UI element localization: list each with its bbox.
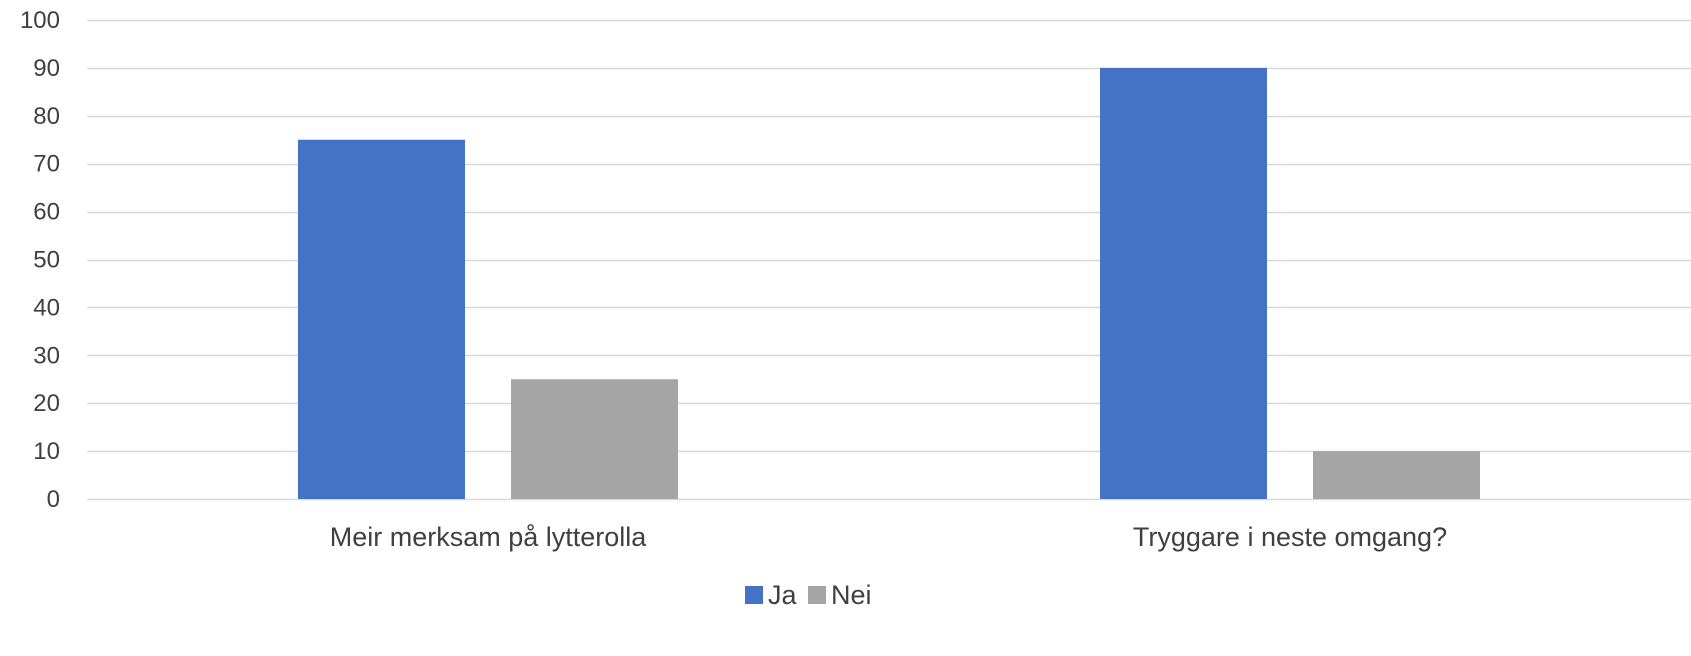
x-category-label: Tryggare i neste omgang?: [1133, 522, 1447, 552]
y-tick-label: 100: [20, 7, 60, 34]
legend-item-nei: Nei: [808, 580, 872, 610]
legend-label: Ja: [768, 580, 798, 610]
y-tick-label: 80: [33, 103, 60, 130]
y-tick-label: 60: [33, 199, 60, 226]
legend-item-ja: Ja: [745, 580, 798, 610]
bar-nei-2: [1313, 451, 1480, 499]
legend: Ja Nei: [745, 580, 872, 610]
bars: [298, 67, 1480, 500]
y-tick-label: 30: [33, 342, 60, 369]
y-tick-label: 40: [33, 294, 60, 321]
bar-ja-2: [1100, 67, 1267, 500]
y-tick-label: 50: [33, 247, 60, 274]
y-tick-label: 70: [33, 151, 60, 178]
x-axis-category-labels: Meir merksam på lytterolla Tryggare i nes…: [330, 522, 1447, 552]
y-tick-label: 10: [33, 438, 60, 465]
bar-ja-1: [298, 139, 465, 499]
y-tick-label: 0: [47, 486, 60, 513]
legend-swatch: [808, 586, 826, 604]
x-category-label: Meir merksam på lytterolla: [330, 522, 648, 552]
y-tick-label: 20: [33, 390, 60, 417]
legend-swatch: [745, 586, 763, 604]
y-tick-label: 90: [33, 55, 60, 82]
legend-label: Nei: [831, 580, 872, 610]
bar-nei-1: [511, 379, 678, 499]
y-axis-tick-labels: 0 10 20 30 40 50 60 70 80 90 100: [20, 7, 60, 513]
